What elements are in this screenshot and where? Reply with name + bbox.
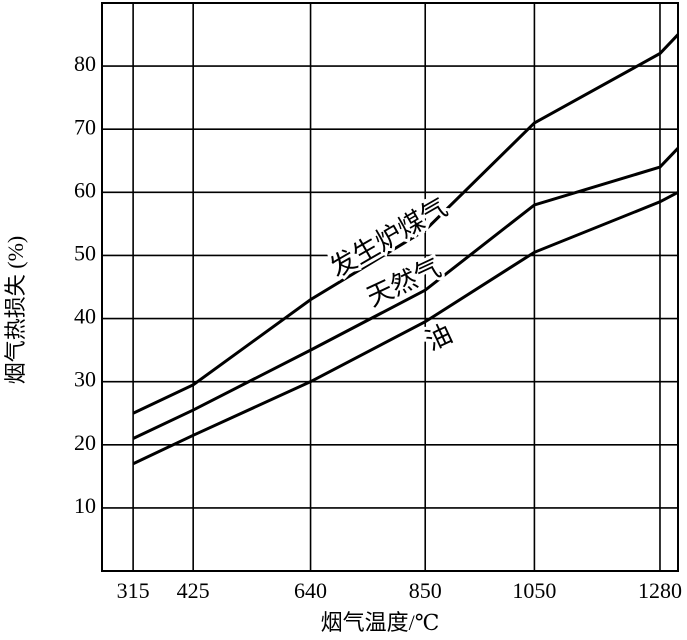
series-label: 油: [421, 319, 457, 356]
y-tick-label: 60: [74, 177, 96, 202]
x-tick-label: 640: [294, 578, 327, 603]
y-tick-label: 40: [74, 304, 96, 329]
y-tick-label: 10: [74, 493, 96, 518]
y-tick-label: 50: [74, 240, 96, 265]
x-axis-label: 烟气温度/℃: [321, 610, 440, 635]
series-line: [132, 33, 680, 415]
x-tick-label: 425: [177, 578, 210, 603]
x-tick-label: 315: [117, 578, 150, 603]
plot-frame: [101, 2, 679, 572]
x-tick-label: 1280: [638, 578, 682, 603]
y-tick-label: 80: [74, 51, 96, 76]
y-axis-label: 烟气热损失 (%): [3, 236, 28, 384]
y-tick-label: 30: [74, 367, 96, 392]
x-tick-label: 850: [409, 578, 442, 603]
series-line: [132, 147, 680, 440]
series-line: [132, 191, 679, 466]
x-tick-label: 1050: [512, 578, 556, 603]
y-tick-label: 20: [74, 430, 96, 455]
y-tick-label: 70: [74, 114, 96, 139]
